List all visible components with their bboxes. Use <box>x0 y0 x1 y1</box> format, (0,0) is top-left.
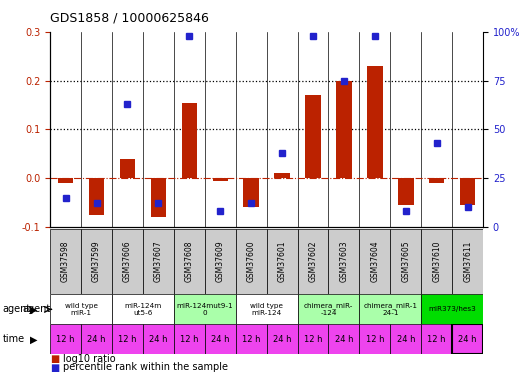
Text: time: time <box>3 334 25 344</box>
Bar <box>235 294 298 324</box>
Bar <box>267 229 298 294</box>
Text: GSM37611: GSM37611 <box>463 241 472 282</box>
Text: 24 h: 24 h <box>458 335 477 344</box>
Text: GSM37601: GSM37601 <box>278 241 287 282</box>
Text: miR-124mut9-1
0: miR-124mut9-1 0 <box>176 303 233 316</box>
Text: ▶: ▶ <box>30 334 37 344</box>
Text: 12 h: 12 h <box>118 335 137 344</box>
Bar <box>120 159 135 178</box>
Bar <box>205 324 235 354</box>
Bar <box>305 95 321 178</box>
Bar <box>112 294 174 324</box>
Bar <box>421 324 452 354</box>
Text: wild type
miR-1: wild type miR-1 <box>64 303 98 316</box>
Bar <box>298 294 360 324</box>
Bar <box>81 229 112 294</box>
Text: GSM37598: GSM37598 <box>61 241 70 282</box>
Bar <box>267 324 298 354</box>
Text: GSM37608: GSM37608 <box>185 241 194 282</box>
Bar <box>429 178 445 183</box>
Text: 12 h: 12 h <box>428 335 446 344</box>
Text: ■: ■ <box>50 363 60 372</box>
Bar <box>360 294 421 324</box>
Text: GSM37605: GSM37605 <box>401 241 410 282</box>
Bar <box>143 324 174 354</box>
Text: 24 h: 24 h <box>211 335 230 344</box>
Text: GSM37599: GSM37599 <box>92 241 101 282</box>
Text: GSM37603: GSM37603 <box>340 241 348 282</box>
Text: chimera_miR-
-124: chimera_miR- -124 <box>304 303 353 316</box>
Bar <box>212 178 228 181</box>
Text: log10 ratio: log10 ratio <box>63 354 116 364</box>
Bar <box>275 173 290 178</box>
Text: GSM37606: GSM37606 <box>123 241 132 282</box>
Bar <box>182 103 197 178</box>
Bar <box>205 229 235 294</box>
Bar <box>452 324 483 354</box>
Text: GSM37609: GSM37609 <box>216 241 225 282</box>
Bar <box>58 178 73 183</box>
Bar <box>174 229 205 294</box>
Text: ▶: ▶ <box>30 304 37 314</box>
Bar <box>398 178 413 205</box>
Bar <box>421 229 452 294</box>
Bar <box>50 229 81 294</box>
Text: 24 h: 24 h <box>335 335 353 344</box>
Text: 12 h: 12 h <box>56 335 75 344</box>
Text: GSM37607: GSM37607 <box>154 241 163 282</box>
Bar <box>50 294 112 324</box>
Bar <box>360 324 390 354</box>
Text: miR373/hes3: miR373/hes3 <box>428 306 476 312</box>
Bar <box>390 229 421 294</box>
Text: 12 h: 12 h <box>242 335 260 344</box>
Bar <box>460 178 475 205</box>
Bar <box>298 229 328 294</box>
Text: agent: agent <box>3 304 31 314</box>
Bar <box>367 66 383 178</box>
Bar <box>421 294 483 324</box>
Text: percentile rank within the sample: percentile rank within the sample <box>63 363 229 372</box>
Bar <box>336 81 352 178</box>
Text: GSM37610: GSM37610 <box>432 241 441 282</box>
Bar <box>50 324 81 354</box>
Bar <box>328 324 360 354</box>
Text: 24 h: 24 h <box>273 335 291 344</box>
Bar <box>150 178 166 217</box>
Text: 24 h: 24 h <box>87 335 106 344</box>
Text: wild type
miR-124: wild type miR-124 <box>250 303 283 316</box>
Text: 12 h: 12 h <box>304 335 322 344</box>
Text: 24 h: 24 h <box>397 335 415 344</box>
Bar <box>89 178 105 214</box>
Bar <box>174 324 205 354</box>
Bar <box>298 324 328 354</box>
Text: agent: agent <box>22 304 50 314</box>
Text: GDS1858 / 10000625846: GDS1858 / 10000625846 <box>50 11 209 24</box>
Bar <box>112 229 143 294</box>
Bar <box>390 324 421 354</box>
Bar <box>452 229 483 294</box>
Text: miR-124m
ut5-6: miR-124m ut5-6 <box>124 303 162 316</box>
Bar <box>235 324 267 354</box>
Bar <box>243 178 259 207</box>
Bar <box>360 229 390 294</box>
Bar <box>112 324 143 354</box>
Bar <box>174 294 235 324</box>
Bar <box>81 324 112 354</box>
Text: 12 h: 12 h <box>365 335 384 344</box>
Bar <box>328 229 360 294</box>
Text: 12 h: 12 h <box>180 335 199 344</box>
Text: GSM37602: GSM37602 <box>308 241 317 282</box>
Bar <box>235 229 267 294</box>
Text: 24 h: 24 h <box>149 335 168 344</box>
Bar <box>143 229 174 294</box>
Text: GSM37604: GSM37604 <box>370 241 380 282</box>
Text: ■: ■ <box>50 354 60 364</box>
Text: chimera_miR-1
24-1: chimera_miR-1 24-1 <box>363 303 417 316</box>
Text: GSM37600: GSM37600 <box>247 241 256 282</box>
